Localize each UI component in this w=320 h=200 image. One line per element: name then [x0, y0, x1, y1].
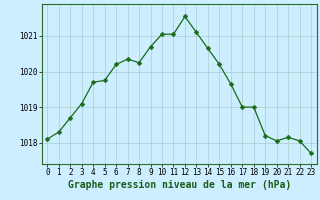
- X-axis label: Graphe pression niveau de la mer (hPa): Graphe pression niveau de la mer (hPa): [68, 180, 291, 190]
